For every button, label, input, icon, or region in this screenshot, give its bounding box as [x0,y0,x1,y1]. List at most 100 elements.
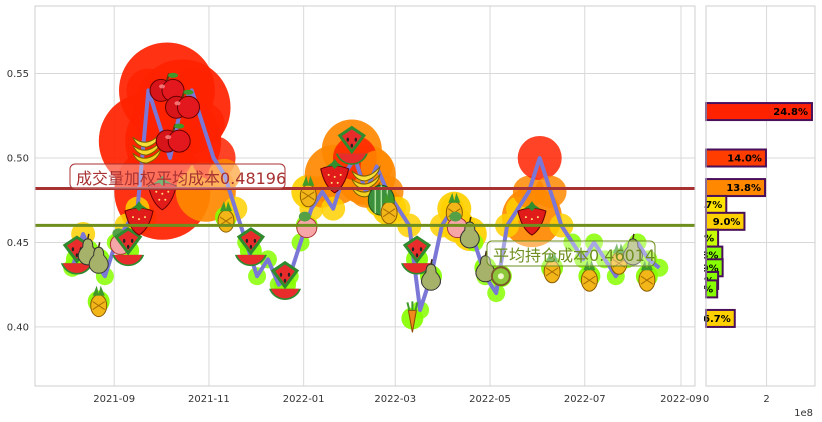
x-tick-label: 2022-09 [660,394,702,405]
strawberry-leaves [130,201,148,212]
annotations-layer: 成交量加权平均成本0.48196 平均持仓成本0.46014 [69,163,656,267]
strawberry-seed [336,181,339,184]
watermelon-seed [346,137,349,142]
strawberry-seed [138,218,140,221]
watermelon-seed [123,238,126,243]
strawberry-seed [161,192,164,195]
strawberry-seed [330,181,333,184]
pineapple-crown [383,192,396,203]
apple-leaf [174,123,185,129]
banana-body [351,165,381,182]
pineapple-crown [612,243,625,254]
carrot-leaves [406,301,419,311]
watermelon-seed [71,247,75,252]
banana-body [351,173,381,190]
pineapple-icon [610,243,628,275]
x-tick-label: 2022-03 [374,394,416,405]
strawberry-seed [155,190,158,193]
kiwi-icon [490,266,511,287]
pineapple-pattern [545,267,559,277]
strawberry-seed [164,198,167,201]
volume-bar-pct: 14.0% [727,154,762,165]
volume-bar-pct: 3.9% [691,263,719,274]
watermelon-seed [350,143,353,148]
pear-stem [430,259,433,265]
apple-leaf [168,72,178,78]
peach-icon [296,211,318,239]
pineapple-pattern [583,275,596,285]
y-tick-label: 0.55 [7,69,29,80]
pear-stem [484,250,488,256]
strawberry-leaves [153,175,172,186]
cost-lines-layer [35,186,695,227]
pineapple-crown [546,251,559,262]
watermelon-icon [335,125,368,165]
banana-body [132,139,162,156]
watermelon-seed [419,247,423,252]
apple-shine [165,135,172,140]
pineapple-pattern [382,208,396,218]
pear-body [475,255,496,283]
watermelon-seed [283,278,287,283]
strawberry-seed [327,173,330,176]
pineapple-icon [90,285,108,318]
x-tick-label: 2022-05 [469,394,511,405]
side-plot-frame [705,5,816,387]
watermelon-icon [234,227,267,267]
volume-bar-pct: 3.8% [691,251,719,262]
x-tick-label: 2022-01 [283,394,325,405]
watermelon-flesh [236,254,265,265]
side-x-tick-label: 0 [703,394,709,405]
watermelon-seed [127,244,130,249]
pineapple-icon [380,192,398,225]
watermelon-slice [270,260,300,290]
pineapple-pattern [302,191,315,201]
volume-bar-pct: 24.8% [773,107,808,118]
strawberry-leaves [325,158,344,169]
apple-icon [165,89,200,119]
volume-bar-pct: 2.8% [686,234,714,245]
strawberry-seed [144,216,146,219]
watermelon-icon [401,235,433,275]
x-tick-label: 2022-07 [564,394,606,405]
peach-leaf [298,211,311,222]
pineapple-pattern [640,275,654,285]
watermelon-flesh [114,254,143,265]
watermelon-slice [337,125,366,155]
pear-body [88,246,109,274]
pear-stem [469,216,472,223]
volume-bar-pct: 6.7% [703,314,731,325]
volume-bar-pct: 4.7% [695,200,723,211]
apple-icon [149,72,185,102]
y-tick-label: 0.45 [7,238,29,249]
watermelon-slice [236,227,266,256]
strawberry-seed [524,216,527,219]
volume-bar-pct: 2.6% [685,284,713,295]
main-axes: 0.40 0.45 0.50 0.55 2021-09 2021-11 2022-01 202… [7,5,702,405]
strawberry-icon [320,158,350,194]
watermelon-seed [253,238,257,243]
kiwi-core [497,273,504,280]
apple-icon [155,123,191,153]
strawberry-seed [339,173,342,176]
pear-stem [97,242,101,248]
watermelon-seed [279,272,283,277]
pear-icon [475,250,496,283]
banana-body [132,147,162,164]
pear-stem [87,233,90,240]
pineapple-icon [580,260,598,292]
pineapple-icon [299,175,317,208]
strawberry-leaves [522,201,541,212]
strawberry-seed [167,190,170,193]
volume-bar-pct: 13.8% [726,183,761,194]
weighted-cost-annotation-text: 成交量加权平均成本0.48196 [76,169,286,188]
carrot-icon [406,301,419,333]
watermelon-icon [112,227,145,267]
pear-icon [421,259,441,291]
apple-shine [159,84,165,89]
pear-icon [459,216,480,249]
pear-icon [88,242,109,274]
strawberry-seed [536,216,539,219]
